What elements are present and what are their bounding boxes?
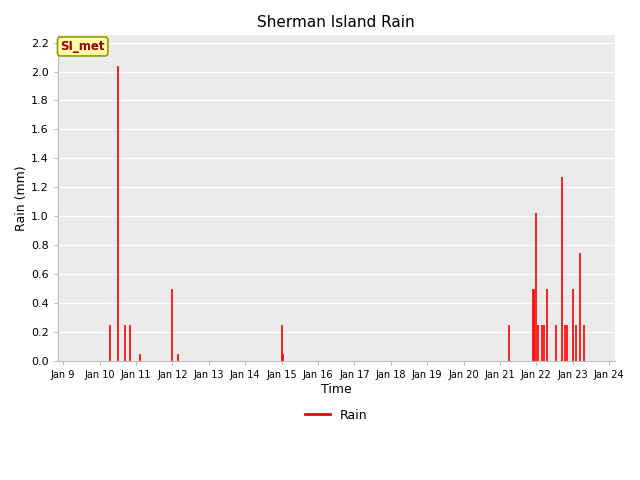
Text: SI_met: SI_met (60, 40, 105, 53)
Y-axis label: Rain (mm): Rain (mm) (15, 166, 28, 231)
Title: Sherman Island Rain: Sherman Island Rain (257, 15, 415, 30)
X-axis label: Time: Time (321, 383, 351, 396)
Legend: Rain: Rain (300, 404, 372, 427)
